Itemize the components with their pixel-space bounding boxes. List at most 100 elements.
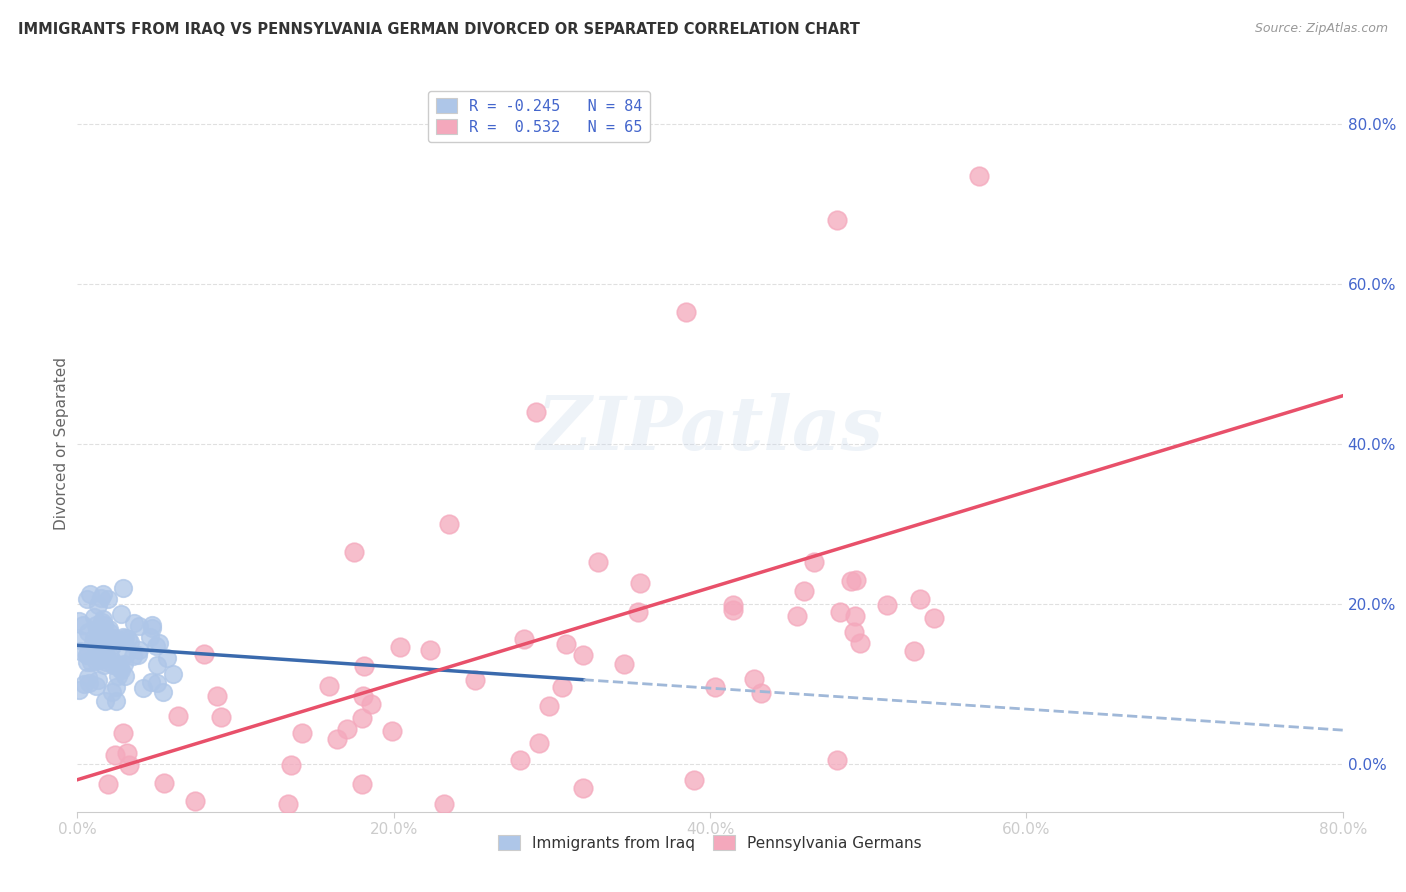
Point bbox=[683, 772, 706, 787]
Point bbox=[141, 617, 163, 632]
Point bbox=[628, 575, 651, 590]
Point bbox=[156, 651, 179, 665]
Text: ZIPatlas: ZIPatlas bbox=[537, 392, 883, 466]
Point bbox=[626, 605, 648, 619]
Point bbox=[703, 681, 725, 695]
Point bbox=[101, 631, 124, 645]
Point bbox=[803, 555, 825, 569]
Point bbox=[76, 648, 98, 662]
Point bbox=[793, 584, 815, 599]
Point bbox=[84, 654, 107, 668]
Point bbox=[162, 667, 184, 681]
Point bbox=[97, 592, 120, 607]
Point bbox=[108, 661, 131, 675]
Point bbox=[675, 305, 697, 319]
Point bbox=[91, 648, 114, 663]
Point bbox=[325, 731, 347, 746]
Point bbox=[105, 657, 128, 672]
Point bbox=[352, 689, 374, 703]
Point bbox=[114, 669, 136, 683]
Y-axis label: Divorced or Separated: Divorced or Separated bbox=[53, 358, 69, 530]
Point bbox=[571, 648, 593, 662]
Point bbox=[336, 722, 359, 736]
Point bbox=[90, 615, 112, 629]
Point bbox=[128, 643, 150, 657]
Point bbox=[98, 649, 121, 664]
Point bbox=[94, 694, 117, 708]
Point bbox=[117, 632, 139, 647]
Point bbox=[786, 609, 808, 624]
Point bbox=[110, 663, 132, 677]
Point bbox=[152, 775, 174, 789]
Point bbox=[86, 622, 108, 636]
Point bbox=[849, 636, 872, 650]
Point bbox=[89, 628, 111, 642]
Point bbox=[721, 603, 744, 617]
Point bbox=[839, 574, 862, 589]
Point bbox=[572, 780, 595, 795]
Point bbox=[82, 636, 104, 650]
Point bbox=[105, 680, 128, 694]
Point bbox=[145, 639, 167, 653]
Point bbox=[343, 545, 366, 559]
Point bbox=[104, 747, 127, 762]
Point bbox=[118, 757, 141, 772]
Legend: Immigrants from Iraq, Pennsylvania Germans: Immigrants from Iraq, Pennsylvania Germa… bbox=[492, 830, 928, 857]
Point bbox=[352, 777, 374, 791]
Point bbox=[381, 723, 404, 738]
Point bbox=[89, 634, 111, 648]
Point bbox=[86, 680, 108, 694]
Point bbox=[318, 679, 340, 693]
Point bbox=[139, 630, 162, 644]
Point bbox=[76, 655, 98, 669]
Point bbox=[112, 725, 135, 739]
Point bbox=[87, 646, 110, 660]
Point bbox=[79, 587, 101, 601]
Point bbox=[167, 709, 190, 723]
Point bbox=[112, 657, 135, 671]
Point bbox=[93, 657, 115, 672]
Point bbox=[723, 599, 745, 613]
Point bbox=[87, 673, 110, 687]
Point bbox=[924, 611, 946, 625]
Point bbox=[89, 644, 111, 658]
Point bbox=[112, 631, 135, 645]
Point bbox=[513, 632, 536, 647]
Point bbox=[96, 655, 118, 669]
Point bbox=[98, 622, 121, 636]
Point bbox=[555, 637, 578, 651]
Point bbox=[844, 609, 866, 624]
Point bbox=[845, 573, 868, 587]
Point bbox=[538, 699, 561, 714]
Point bbox=[613, 657, 636, 671]
Point bbox=[291, 726, 314, 740]
Point bbox=[89, 653, 111, 667]
Point bbox=[524, 405, 547, 419]
Point bbox=[908, 592, 931, 607]
Point bbox=[128, 618, 150, 632]
Point bbox=[115, 746, 138, 760]
Point bbox=[825, 753, 848, 767]
Text: IMMIGRANTS FROM IRAQ VS PENNSYLVANIA GERMAN DIVORCED OR SEPARATED CORRELATION CH: IMMIGRANTS FROM IRAQ VS PENNSYLVANIA GER… bbox=[18, 22, 860, 37]
Point bbox=[527, 736, 550, 750]
Point bbox=[825, 212, 848, 227]
Point bbox=[146, 676, 169, 690]
Point bbox=[353, 659, 375, 673]
Point bbox=[90, 591, 112, 605]
Point bbox=[586, 555, 609, 569]
Point bbox=[352, 711, 374, 725]
Point bbox=[967, 169, 990, 183]
Point bbox=[91, 612, 114, 626]
Point bbox=[509, 753, 531, 767]
Point bbox=[76, 592, 98, 607]
Point bbox=[464, 673, 486, 687]
Point bbox=[148, 635, 170, 649]
Point bbox=[903, 644, 925, 658]
Point bbox=[842, 625, 865, 640]
Point bbox=[76, 648, 98, 663]
Point bbox=[103, 657, 125, 672]
Point bbox=[437, 516, 460, 531]
Point bbox=[86, 646, 108, 660]
Point bbox=[551, 680, 574, 694]
Point bbox=[193, 648, 215, 662]
